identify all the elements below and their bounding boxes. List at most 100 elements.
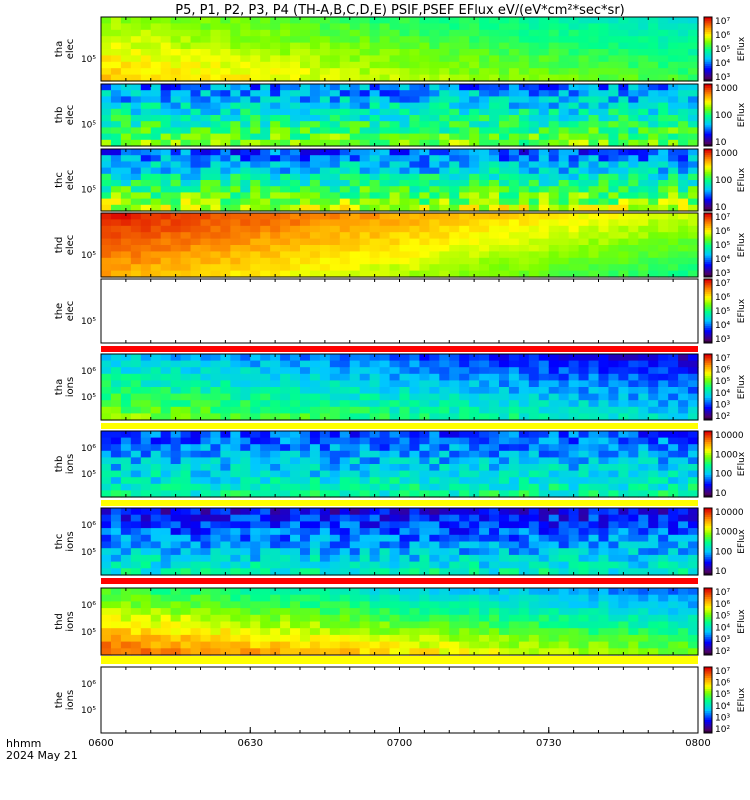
spectrogram-cell [120, 634, 132, 643]
spectrogram-cell [439, 238, 450, 246]
spectrogram-cell [101, 380, 112, 388]
spectrogram-cell [349, 213, 361, 220]
spectrogram-cell [409, 149, 420, 156]
spectrogram-cell [309, 198, 321, 206]
spectrogram-cell [538, 186, 550, 193]
spectrogram-cell [499, 155, 510, 162]
spectrogram-cell [608, 470, 619, 478]
spectrogram-cell [190, 514, 202, 522]
spectrogram-cell [180, 204, 192, 212]
spectrogram-cell [260, 413, 271, 421]
spectrogram-cell [558, 521, 570, 529]
spectrogram-cell [110, 490, 122, 498]
spectrogram-cell [140, 139, 152, 147]
spectrogram-cell [459, 554, 470, 563]
spectrogram-cell [419, 521, 430, 529]
spectrogram-cell [101, 437, 112, 445]
spectrogram-cell [250, 380, 261, 388]
spectrogram-cell [558, 380, 570, 388]
spectrogram-cell [668, 373, 679, 381]
spectrogram-cell [280, 161, 291, 169]
spectrogram-cell [439, 84, 450, 91]
spectrogram-cell [190, 219, 202, 227]
spectrogram-cell [300, 464, 311, 472]
spectrogram-cell [359, 23, 371, 31]
spectrogram-cell [528, 49, 540, 56]
spectrogram-cell [528, 490, 540, 498]
spectrogram-cell [459, 413, 470, 421]
spectrogram-cell [429, 204, 440, 212]
spectrogram-cell [399, 413, 411, 421]
colorbar-tick-label: 10³ [715, 73, 730, 83]
spectrogram-cell [598, 61, 610, 69]
spectrogram-cell [508, 541, 520, 549]
spectrogram-cell [230, 534, 241, 543]
spectrogram-cell [160, 42, 172, 50]
spectrogram-cell [379, 554, 391, 563]
spectrogram-cell [389, 367, 401, 375]
spectrogram-cell [538, 400, 550, 408]
spectrogram-cell [250, 213, 261, 220]
spectrogram-cell [608, 161, 619, 169]
spectrogram-cell [479, 238, 490, 246]
spectrogram-cell [309, 264, 321, 272]
spectrogram-cell [290, 508, 301, 516]
status-bar [101, 346, 698, 352]
spectrogram-cell [399, 238, 411, 246]
spectrogram-cell [489, 198, 500, 206]
spectrogram-cell [469, 173, 480, 181]
spectrogram-cell [120, 115, 132, 122]
spectrogram-cell [608, 450, 619, 458]
spectrogram-cell [150, 74, 162, 82]
spectrogram-cell [130, 554, 142, 563]
spectrogram-cell [210, 84, 221, 91]
spectrogram-cell [369, 23, 381, 31]
spectrogram-cell [558, 36, 570, 44]
spectrogram-cell [648, 257, 659, 265]
colorbar-unit-label: EFlux [737, 298, 747, 323]
spectrogram-cell [658, 42, 669, 50]
colorbar-segment [704, 289, 712, 293]
spectrogram-cell [628, 155, 639, 162]
spectrogram-cell [459, 477, 470, 485]
spectrogram-cell [459, 90, 470, 97]
spectrogram-cell [608, 514, 619, 522]
spectrogram-cell [280, 431, 291, 439]
spectrogram-cell [658, 245, 669, 252]
spectrogram-cell [608, 186, 619, 193]
colorbar-segment [704, 227, 712, 231]
spectrogram-cell [618, 238, 629, 246]
spectrogram-cell [280, 483, 291, 491]
spectrogram-cell [668, 61, 679, 69]
spectrogram-cell [518, 96, 530, 104]
spectrogram-cell [140, 219, 152, 227]
spectrogram-cell [319, 514, 331, 522]
spectrogram-cell [180, 528, 192, 536]
spectrogram-cell [508, 393, 520, 401]
panel-ylabel-species: elec [65, 39, 76, 60]
spectrogram-cell [399, 133, 411, 141]
colorbar-segment [704, 554, 712, 558]
spectrogram-cell [439, 161, 450, 169]
spectrogram-cell [290, 257, 301, 265]
spectrogram-cell [489, 90, 500, 97]
spectrogram-cell [518, 541, 530, 549]
spectrogram-cell [120, 457, 132, 465]
colorbar-segment [704, 157, 712, 160]
spectrogram-cell [648, 413, 659, 421]
spectrogram-cell [508, 127, 520, 135]
spectrogram-cell [339, 68, 351, 76]
colorbar-segment [704, 117, 712, 120]
spectrogram-cell [150, 55, 162, 63]
spectrogram-cell [608, 139, 619, 147]
spectrogram-cell [309, 431, 321, 439]
spectrogram-cell [150, 387, 162, 395]
spectrogram-cell [628, 61, 639, 69]
spectrogram-cell [180, 84, 192, 91]
spectrogram-cell [518, 186, 530, 193]
spectrogram-cell [300, 406, 311, 414]
spectrogram-cell [409, 521, 420, 529]
spectrogram-cell [538, 219, 550, 227]
spectrogram-cell [568, 102, 580, 110]
